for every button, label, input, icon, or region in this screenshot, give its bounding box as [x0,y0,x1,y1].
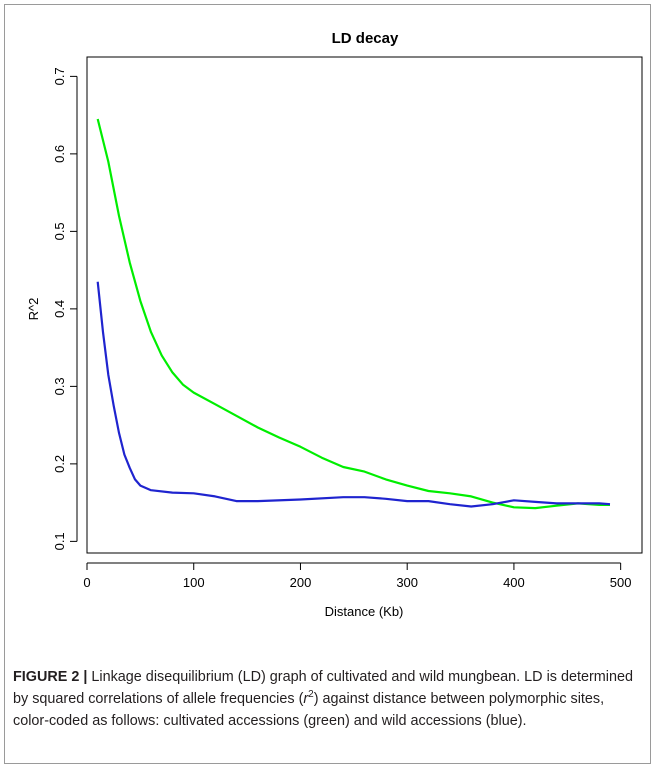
x-tick-label: 200 [290,575,312,590]
caption-superscript: 2 [308,689,314,701]
x-tick-label: 300 [396,575,418,590]
caption-text-2: ) against distance between polymorphic s… [13,691,605,729]
x-tick-label: 400 [503,575,525,590]
x-axis-label: Distance (Kb) [325,604,404,619]
y-tick-label: 0.6 [52,145,67,163]
series-line-green [96,118,610,510]
y-axis: 0.1 0.2 0.3 0.4 0.5 0.6 0.7 [52,67,78,550]
series-layer [96,118,611,510]
chart-title: LD decay [332,30,399,47]
series-line-blue [96,281,611,508]
y-tick-label: 0.5 [52,222,67,240]
y-tick-label: 0.4 [52,300,67,318]
plot-box [86,56,643,554]
caption-r-symbol: r [303,691,309,707]
x-tick-label: 0 [83,575,90,590]
x-tick-label: 100 [183,575,205,590]
caption-label: FIGURE 2 | [13,669,88,685]
y-tick-label: 0.1 [52,532,67,550]
x-tick-label: 500 [610,575,632,590]
y-tick-label: 0.3 [52,377,67,395]
figure-frame [4,4,651,764]
caption-text-1: Linkage disequilibrium (LD) graph of cul… [13,669,633,707]
figure-caption: FIGURE 2 | Linkage disequilibrium (LD) g… [13,666,643,732]
y-axis-label: R^2 [26,298,41,321]
y-tick-label: 0.7 [52,67,67,85]
y-tick-label: 0.2 [52,455,67,473]
x-axis: 0 100 200 300 400 500 [83,562,632,590]
ld-decay-chart: LD decay 0.1 0.2 0.3 0.4 0.5 0.6 0.7 0 100 200 30… [26,30,643,619]
